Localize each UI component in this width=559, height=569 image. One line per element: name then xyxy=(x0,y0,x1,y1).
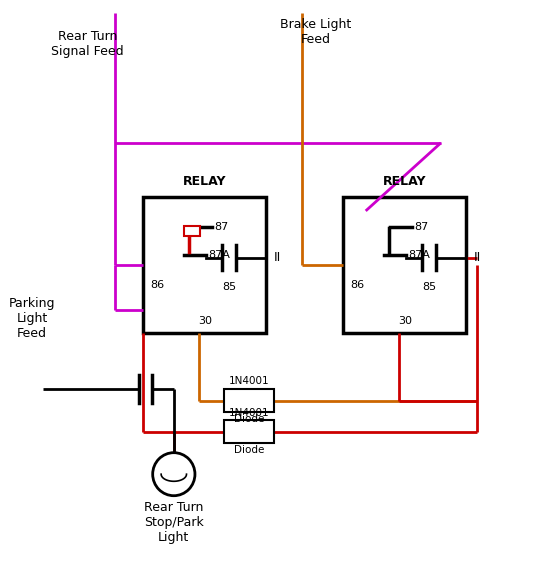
Text: 30: 30 xyxy=(198,316,212,326)
Text: 87A: 87A xyxy=(408,250,430,260)
Bar xyxy=(184,225,200,236)
Text: 86: 86 xyxy=(350,280,364,290)
Bar xyxy=(224,389,274,412)
Text: 85: 85 xyxy=(222,282,236,292)
Text: Rear Turn
Stop/Park
Light: Rear Turn Stop/Park Light xyxy=(144,501,203,545)
Text: 87: 87 xyxy=(414,222,429,232)
Text: RELAY: RELAY xyxy=(183,175,226,188)
Text: 86: 86 xyxy=(150,280,164,290)
Text: Diode: Diode xyxy=(234,414,264,423)
Text: II: II xyxy=(474,251,481,265)
Text: II: II xyxy=(274,251,281,265)
Bar xyxy=(343,197,466,333)
Text: Parking
Light
Feed: Parking Light Feed xyxy=(9,297,55,340)
Text: Diode: Diode xyxy=(234,445,264,455)
Text: 30: 30 xyxy=(399,316,413,326)
Text: Rear Turn
Signal Feed: Rear Turn Signal Feed xyxy=(51,30,124,57)
Text: 87: 87 xyxy=(214,222,229,232)
Text: 1N4001: 1N4001 xyxy=(229,407,269,418)
Bar xyxy=(143,197,266,333)
Text: Brake Light
Feed: Brake Light Feed xyxy=(280,18,351,47)
Text: 85: 85 xyxy=(422,282,436,292)
Text: 1N4001: 1N4001 xyxy=(229,377,269,386)
Text: 87A: 87A xyxy=(208,250,230,260)
Bar xyxy=(224,420,274,443)
Text: RELAY: RELAY xyxy=(383,175,427,188)
